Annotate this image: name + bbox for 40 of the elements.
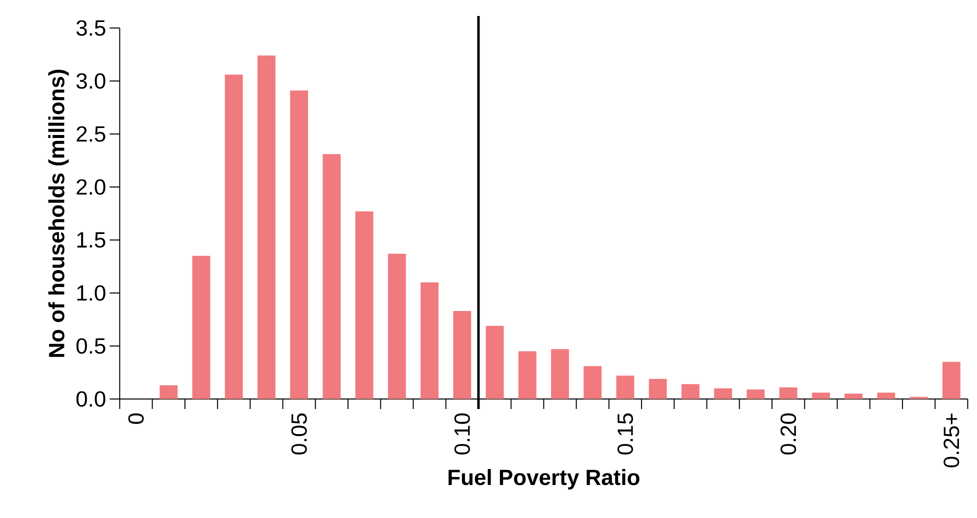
bar bbox=[648, 378, 667, 399]
bar bbox=[160, 385, 178, 399]
bar bbox=[388, 254, 406, 399]
bar bbox=[877, 392, 896, 399]
x-tick-label: 0.25+ bbox=[944, 414, 960, 468]
y-axis-title: No of households (millions) bbox=[48, 70, 69, 357]
bar bbox=[322, 154, 341, 399]
bar bbox=[192, 256, 210, 399]
x-tick-label: 0.20 bbox=[780, 413, 796, 454]
bar bbox=[518, 351, 536, 399]
bar bbox=[746, 389, 765, 399]
y-tick-label: 1.5 bbox=[77, 232, 106, 248]
x-tick-label: 0.05 bbox=[291, 413, 307, 454]
bar bbox=[551, 349, 569, 399]
bar bbox=[486, 326, 504, 399]
y-tick-label: 0.5 bbox=[76, 338, 106, 354]
bar bbox=[224, 74, 243, 399]
x-axis-title: Fuel Poverty Ratio bbox=[448, 469, 640, 490]
y-tick-label: 0.0 bbox=[76, 391, 106, 407]
bar bbox=[779, 387, 798, 399]
bar bbox=[584, 366, 602, 399]
bar bbox=[682, 384, 700, 399]
bar bbox=[290, 90, 308, 399]
y-tick-label: 2.0 bbox=[76, 179, 106, 195]
x-tick-label: 0.10 bbox=[454, 413, 470, 454]
y-tick-label: 3.5 bbox=[76, 20, 106, 36]
y-tick-label: 1.0 bbox=[77, 285, 106, 301]
bar bbox=[714, 388, 732, 399]
y-tick-label: 3.0 bbox=[76, 73, 106, 89]
bar bbox=[844, 394, 863, 399]
y-tick-label: 2.5 bbox=[76, 126, 106, 142]
bar bbox=[258, 56, 276, 399]
bar bbox=[420, 282, 439, 399]
bar bbox=[942, 362, 960, 399]
bar bbox=[616, 376, 634, 399]
bar bbox=[812, 392, 830, 399]
x-tick-label: 0.15 bbox=[617, 413, 634, 454]
bar bbox=[355, 211, 374, 399]
x-tick-label: 0 bbox=[128, 413, 144, 424]
bar bbox=[453, 311, 472, 399]
